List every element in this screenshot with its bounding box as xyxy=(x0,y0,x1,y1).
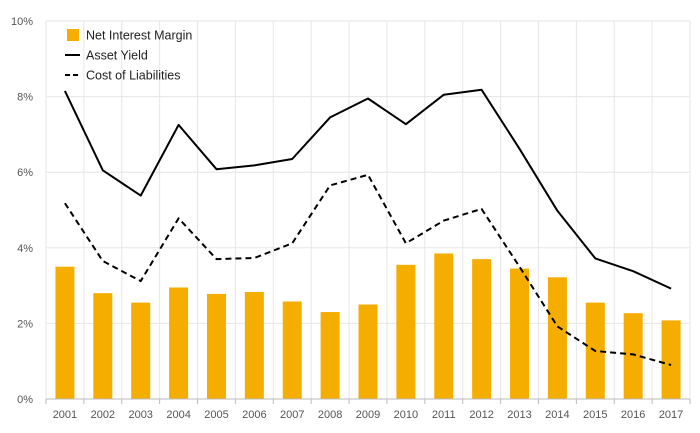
bar-net-interest-margin-2008 xyxy=(320,312,340,399)
axes: 0% 2% 4% 6% 8% 10% 2001 2002 2003 2004 2005 2006 200… xyxy=(11,16,691,421)
line-asset-yield xyxy=(63,88,672,290)
x-tick-label: 2012 xyxy=(469,409,493,421)
x-tick-label: 2005 xyxy=(204,409,228,421)
x-tick-label: 2017 xyxy=(659,409,683,421)
line-series xyxy=(63,88,672,366)
x-tick-label: 2016 xyxy=(621,409,645,421)
line-cost-of-liabilities xyxy=(64,173,672,366)
y-tick-label: 2% xyxy=(17,318,33,330)
x-tick-label: 2015 xyxy=(583,409,607,421)
y-tick-label: 0% xyxy=(17,394,33,406)
legend: Net Interest Margin Asset Yield Cost of … xyxy=(65,29,192,83)
bar-net-interest-margin-2006 xyxy=(244,292,264,399)
bar-series xyxy=(55,253,681,399)
bar-net-interest-margin-2012 xyxy=(472,259,492,399)
y-tick-label: 10% xyxy=(11,16,33,28)
x-tick-label: 2011 xyxy=(432,409,456,421)
bar-net-interest-margin-2003 xyxy=(131,302,151,399)
x-tick-label: 2001 xyxy=(53,409,77,421)
x-tick-label: 2008 xyxy=(318,409,342,421)
bar-net-interest-margin-2007 xyxy=(282,301,302,399)
x-tick-label: 2013 xyxy=(507,409,531,421)
x-tick-label: 2009 xyxy=(356,409,380,421)
bar-net-interest-margin-2001 xyxy=(55,266,75,399)
bar-net-interest-margin-2005 xyxy=(206,293,226,399)
legend-label-cost-of-liabilities: Cost of Liabilities xyxy=(86,69,181,83)
x-tick-label: 2003 xyxy=(128,409,152,421)
y-tick-label: 6% xyxy=(17,167,33,179)
bar-net-interest-margin-2014 xyxy=(547,277,567,399)
x-tick-label: 2007 xyxy=(280,409,304,421)
x-tick-label: 2004 xyxy=(166,409,190,421)
bar-net-interest-margin-2013 xyxy=(510,268,530,399)
legend-label-asset-yield: Asset Yield xyxy=(86,49,148,63)
bar-net-interest-margin-2011 xyxy=(434,253,454,399)
x-tick-label: 2014 xyxy=(545,409,569,421)
bar-net-interest-margin-2017 xyxy=(661,320,681,399)
bar-net-interest-margin-2009 xyxy=(358,304,378,399)
legend-label-net-interest-margin: Net Interest Margin xyxy=(86,29,192,43)
y-tick-label: 8% xyxy=(17,92,33,104)
y-tick-label: 4% xyxy=(17,243,33,255)
bar-net-interest-margin-2002 xyxy=(93,293,113,399)
grid xyxy=(45,20,691,399)
legend-swatch-net-interest-margin xyxy=(67,29,79,41)
bar-net-interest-margin-2016 xyxy=(623,313,643,399)
x-tick-label: 2010 xyxy=(394,409,418,421)
bar-net-interest-margin-2010 xyxy=(396,264,416,399)
x-tick-label: 2002 xyxy=(91,409,115,421)
x-tick-label: 2006 xyxy=(242,409,266,421)
bar-net-interest-margin-2004 xyxy=(169,287,189,399)
